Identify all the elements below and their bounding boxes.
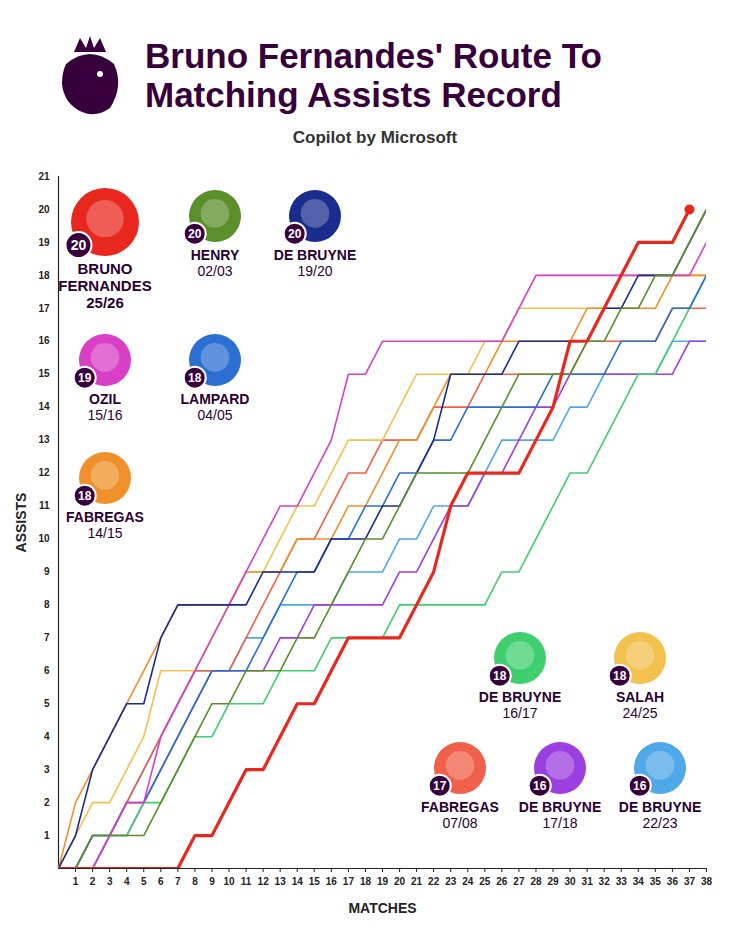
svg-text:24: 24 (462, 876, 474, 887)
svg-text:20: 20 (288, 227, 302, 241)
svg-text:1: 1 (73, 876, 79, 887)
svg-text:15: 15 (309, 876, 321, 887)
svg-text:MATCHES: MATCHES (348, 900, 416, 916)
svg-text:18: 18 (360, 876, 372, 887)
svg-text:22: 22 (428, 876, 440, 887)
svg-text:DE BRUYNE: DE BRUYNE (619, 799, 701, 815)
svg-text:30: 30 (565, 876, 577, 887)
svg-text:23: 23 (445, 876, 457, 887)
svg-text:16: 16 (533, 779, 547, 793)
svg-text:18: 18 (613, 669, 627, 683)
svg-text:3: 3 (107, 876, 113, 887)
svg-text:32: 32 (599, 876, 611, 887)
svg-text:FABREGAS: FABREGAS (421, 799, 499, 815)
svg-text:20: 20 (38, 204, 50, 215)
svg-text:DE BRUYNE: DE BRUYNE (274, 247, 356, 263)
svg-text:9: 9 (209, 876, 215, 887)
svg-text:8: 8 (44, 599, 50, 610)
svg-text:7: 7 (44, 632, 50, 643)
svg-text:12: 12 (258, 876, 270, 887)
svg-text:17: 17 (343, 876, 355, 887)
svg-text:13: 13 (275, 876, 287, 887)
svg-text:14/15: 14/15 (87, 525, 122, 541)
svg-text:3: 3 (44, 764, 50, 775)
svg-text:02/03: 02/03 (197, 263, 232, 279)
svg-text:16: 16 (326, 876, 338, 887)
svg-text:BRUNO: BRUNO (78, 260, 133, 277)
svg-text:15: 15 (38, 368, 50, 379)
svg-text:37: 37 (684, 876, 696, 887)
svg-text:25/26: 25/26 (86, 294, 124, 311)
svg-text:6: 6 (44, 665, 50, 676)
svg-text:10: 10 (223, 876, 235, 887)
svg-text:17: 17 (38, 303, 50, 314)
svg-text:25: 25 (479, 876, 491, 887)
svg-text:19: 19 (377, 876, 389, 887)
svg-text:20: 20 (394, 876, 406, 887)
svg-text:20: 20 (188, 227, 202, 241)
svg-text:5: 5 (141, 876, 147, 887)
svg-text:14: 14 (292, 876, 304, 887)
svg-text:1: 1 (44, 830, 50, 841)
svg-text:19/20: 19/20 (297, 263, 332, 279)
svg-text:SALAH: SALAH (616, 689, 664, 705)
svg-text:10: 10 (38, 533, 50, 544)
svg-text:13: 13 (38, 434, 50, 445)
svg-text:18: 18 (38, 270, 50, 281)
svg-text:26: 26 (496, 876, 508, 887)
svg-text:FERNANDES: FERNANDES (58, 277, 151, 294)
svg-text:17/18: 17/18 (542, 815, 577, 831)
svg-text:17: 17 (433, 779, 447, 793)
svg-text:7: 7 (175, 876, 181, 887)
svg-text:11: 11 (39, 500, 50, 511)
svg-text:16/17: 16/17 (502, 705, 537, 721)
svg-text:4: 4 (44, 731, 50, 742)
svg-text:16: 16 (38, 335, 50, 346)
html-text:Bruno Fernandes' Route To Matc: Bruno Fernandes' Route To Matching Assis… (145, 36, 602, 115)
svg-text:38: 38 (701, 876, 713, 887)
svg-text:6: 6 (158, 876, 164, 887)
svg-text:HENRY: HENRY (191, 247, 240, 263)
svg-text:35: 35 (650, 876, 662, 887)
svg-text:14: 14 (38, 401, 50, 412)
svg-text:19: 19 (38, 237, 50, 248)
svg-text:2: 2 (44, 797, 50, 808)
svg-text:11: 11 (241, 876, 252, 887)
svg-text:16: 16 (633, 779, 647, 793)
svg-text:ASSISTS: ASSISTS (13, 493, 29, 553)
svg-text:2: 2 (90, 876, 96, 887)
svg-text:27: 27 (513, 876, 525, 887)
svg-text:20: 20 (71, 237, 87, 253)
svg-text:DE BRUYNE: DE BRUYNE (479, 689, 561, 705)
svg-text:18: 18 (188, 371, 202, 385)
svg-text:21: 21 (411, 876, 423, 887)
svg-text:29: 29 (547, 876, 559, 887)
svg-text:FABREGAS: FABREGAS (66, 509, 144, 525)
svg-text:12: 12 (38, 467, 50, 478)
svg-text:15/16: 15/16 (87, 407, 122, 423)
html-text:Copilot by Microsoft: Copilot by Microsoft (292, 128, 458, 147)
svg-text:22/23: 22/23 (642, 815, 677, 831)
svg-text:24/25: 24/25 (622, 705, 657, 721)
svg-text:4: 4 (124, 876, 130, 887)
svg-text:18: 18 (78, 489, 92, 503)
svg-text:07/08: 07/08 (442, 815, 477, 831)
svg-text:9: 9 (44, 566, 50, 577)
svg-text:19: 19 (78, 371, 92, 385)
svg-text:04/05: 04/05 (197, 407, 232, 423)
svg-text:33: 33 (616, 876, 628, 887)
svg-text:LAMPARD: LAMPARD (181, 391, 250, 407)
svg-text:34: 34 (633, 876, 645, 887)
svg-text:28: 28 (530, 876, 542, 887)
svg-text:DE BRUYNE: DE BRUYNE (519, 799, 601, 815)
svg-text:21: 21 (38, 171, 50, 182)
svg-text:36: 36 (667, 876, 679, 887)
svg-text:OZIL: OZIL (89, 391, 121, 407)
svg-text:5: 5 (44, 698, 50, 709)
svg-text:8: 8 (192, 876, 198, 887)
svg-text:31: 31 (582, 876, 594, 887)
svg-text:18: 18 (493, 669, 507, 683)
